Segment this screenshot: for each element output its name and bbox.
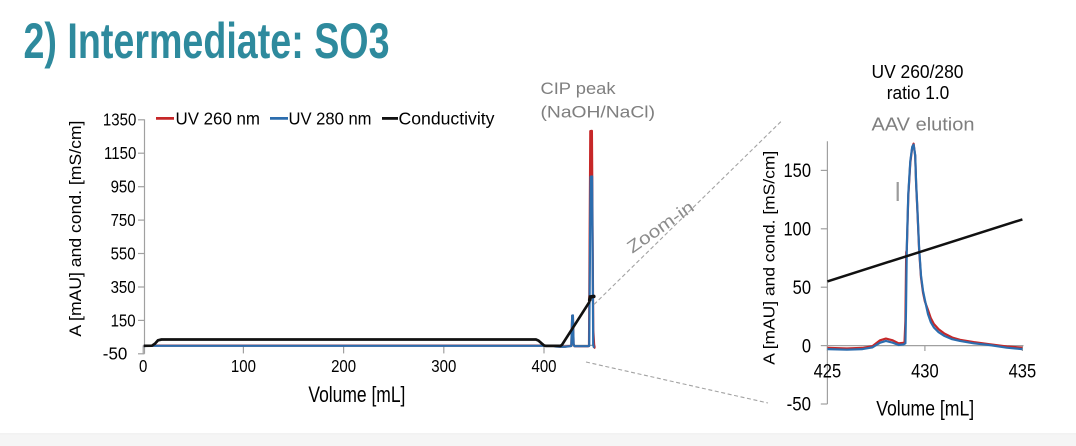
svg-text:425: 425 [814, 360, 842, 382]
svg-text:(NaOH/NaCl): (NaOH/NaCl) [541, 102, 656, 121]
svg-text:100: 100 [231, 357, 256, 376]
svg-text:0: 0 [802, 335, 811, 357]
svg-text:Volume [mL]: Volume [mL] [876, 397, 974, 421]
svg-text:ratio 1.0: ratio 1.0 [887, 83, 950, 103]
svg-text:2) Intermediate: SO3: 2) Intermediate: SO3 [24, 12, 390, 69]
svg-text:A [mAU] and cond. [mS/cm]: A [mAU] and cond. [mS/cm] [67, 121, 85, 337]
svg-text:UV 260 nm: UV 260 nm [176, 109, 261, 129]
svg-text:1150: 1150 [104, 144, 136, 163]
svg-text:750: 750 [111, 211, 136, 230]
svg-text:1350: 1350 [103, 111, 136, 130]
svg-text:350: 350 [111, 278, 136, 297]
svg-text:150: 150 [111, 311, 136, 330]
svg-text:100: 100 [783, 218, 811, 240]
svg-text:400: 400 [531, 357, 556, 376]
svg-text:UV 280 nm: UV 280 nm [289, 109, 372, 129]
svg-text:-50: -50 [103, 345, 128, 364]
svg-text:0: 0 [139, 357, 147, 376]
svg-text:CIP peak: CIP peak [541, 79, 617, 98]
svg-text:Volume [mL]: Volume [mL] [308, 383, 405, 408]
svg-text:Conductivity: Conductivity [399, 109, 496, 129]
svg-text:A [mAU] and cond. [mS/cm]: A [mAU] and cond. [mS/cm] [762, 151, 779, 365]
svg-text:50: 50 [793, 277, 811, 299]
svg-text:300: 300 [431, 357, 456, 376]
svg-text:550: 550 [111, 244, 136, 263]
svg-text:435: 435 [1009, 360, 1037, 382]
svg-text:200: 200 [331, 357, 356, 376]
svg-text:UV 260/280: UV 260/280 [872, 62, 964, 82]
svg-text:950: 950 [111, 178, 136, 197]
svg-text:430: 430 [911, 360, 939, 382]
svg-text:AAV elution: AAV elution [872, 114, 975, 134]
svg-text:150: 150 [783, 160, 811, 182]
svg-text:-50: -50 [787, 393, 811, 415]
